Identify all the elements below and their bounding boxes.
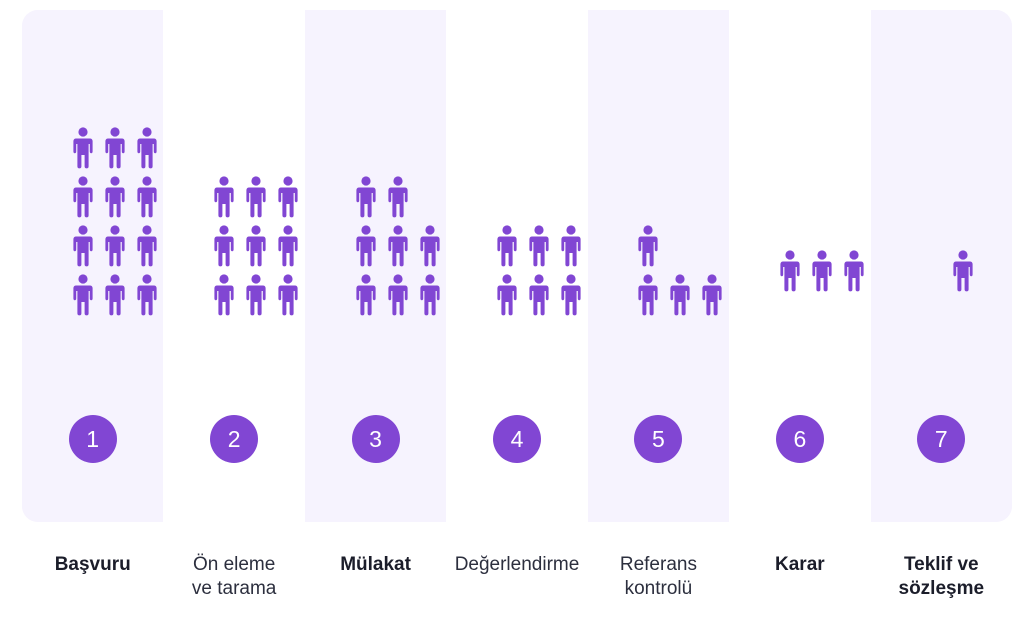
stage-label: Ön eleme ve tarama: [159, 553, 309, 601]
stage-label-line: sözleşme: [898, 578, 985, 599]
person-icon: [104, 274, 126, 316]
person-icon: [355, 176, 377, 218]
stage-number-badge: 4: [493, 415, 541, 463]
stage-label-line: Karar: [775, 554, 825, 575]
person-icon: [387, 176, 409, 218]
person-icon: [843, 250, 865, 292]
stage-label-line: Başvuru: [54, 554, 131, 575]
person-icon: [136, 176, 158, 218]
person-icon: [277, 176, 299, 218]
person-icon: [387, 274, 409, 316]
person-icon: [387, 225, 409, 267]
funnel-panel: 1 2 3 4 5 6 7: [22, 10, 1012, 522]
person-icon: [104, 225, 126, 267]
person-icon: [277, 274, 299, 316]
stage-number-badge: 1: [68, 415, 117, 463]
stage-number-badge: 2: [210, 415, 259, 463]
person-icon: [419, 274, 441, 316]
person-icon: [245, 176, 267, 218]
stage-label-line: Ön eleme: [192, 554, 276, 575]
person-icon: [213, 176, 235, 218]
person-icon: [245, 274, 267, 316]
stage-number-badge: 7: [917, 415, 966, 463]
person-icon: [104, 127, 126, 169]
person-icon: [213, 225, 235, 267]
person-icon: [637, 274, 659, 316]
person-icon: [528, 225, 550, 267]
stage-label-line: Mülakat: [340, 554, 411, 575]
stage-number-badge: 3: [351, 415, 400, 463]
person-icon: [136, 274, 158, 316]
stage-label-line: Değerlendirme: [454, 554, 580, 575]
person-icon: [637, 225, 659, 267]
person-icon: [213, 274, 235, 316]
stage-label: Karar: [725, 553, 875, 577]
stage-label: Başvuru: [18, 553, 168, 577]
person-icon: [779, 250, 801, 292]
person-icon: [560, 225, 582, 267]
person-icon: [701, 274, 723, 316]
person-icon: [496, 225, 518, 267]
stage-label-line: Referans: [619, 554, 697, 575]
person-icon: [136, 127, 158, 169]
person-icon: [72, 225, 94, 267]
person-icon: [952, 250, 974, 292]
stage-label: Değerlendirme: [442, 553, 592, 577]
person-icon: [811, 250, 833, 292]
person-icon: [560, 274, 582, 316]
person-icon: [245, 225, 267, 267]
person-icon: [528, 274, 550, 316]
person-icon: [136, 225, 158, 267]
person-icon: [669, 274, 691, 316]
stage-label: Referans kontrolü: [583, 553, 733, 601]
person-icon: [72, 127, 94, 169]
person-icon: [355, 225, 377, 267]
stage-label: Mülakat: [301, 553, 451, 577]
stage-number-badge: 6: [775, 415, 824, 463]
stage-label-line: ve tarama: [191, 578, 277, 599]
person-icon: [104, 176, 126, 218]
person-icon: [72, 176, 94, 218]
person-icon: [72, 274, 94, 316]
person-icon: [277, 225, 299, 267]
person-icon: [496, 274, 518, 316]
person-icon: [419, 225, 441, 267]
stage-number-badge: 5: [634, 415, 683, 463]
stage-label-line: kontrolü: [624, 578, 693, 599]
person-icon: [355, 274, 377, 316]
stage-label: Teklif ve sözleşme: [866, 553, 1016, 601]
stage-label-line: Teklif ve: [903, 554, 979, 575]
